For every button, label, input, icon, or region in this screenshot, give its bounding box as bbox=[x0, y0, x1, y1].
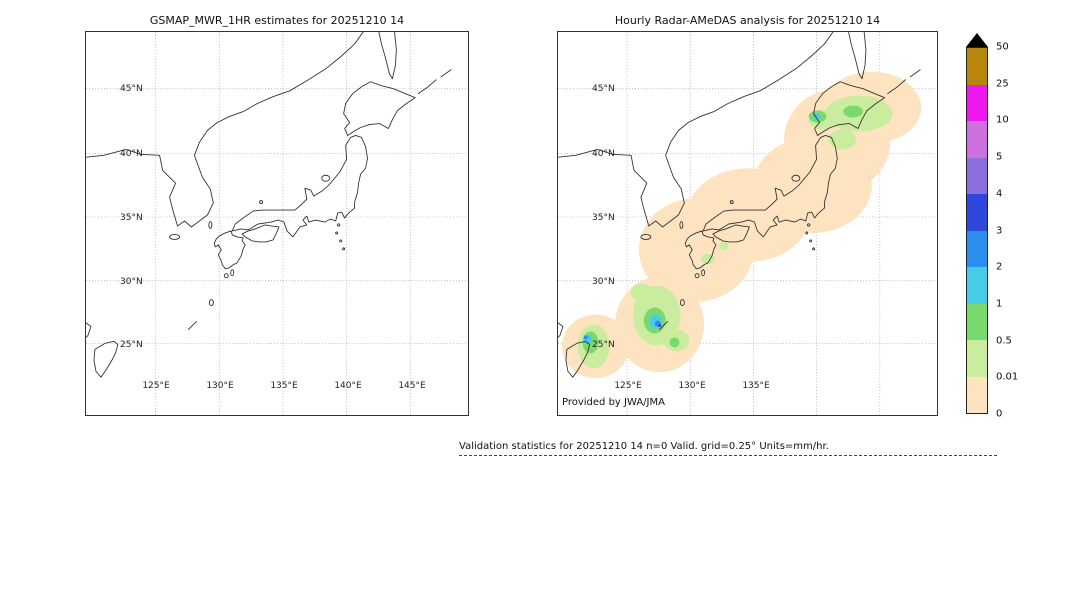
radar-map-svg bbox=[558, 32, 937, 415]
tick-lat-25n: 25°N bbox=[120, 340, 143, 350]
gsmap-map-svg bbox=[86, 32, 468, 415]
colorbar-label: 10 bbox=[996, 114, 1009, 126]
colorbar-segment bbox=[967, 267, 987, 304]
colorbar-segment bbox=[967, 303, 987, 340]
tick-lat-30n: 30°N bbox=[120, 277, 143, 287]
tick-lat-45n: 45°N bbox=[592, 84, 615, 94]
validation-caption: Validation statistics for 20251210 14 n=… bbox=[459, 441, 997, 456]
colorbar-segment bbox=[967, 230, 987, 267]
colorbar-segments bbox=[966, 47, 988, 414]
colorbar-label: 0.5 bbox=[996, 335, 1012, 347]
tick-lat-25n: 25°N bbox=[592, 340, 615, 350]
tick-lat-40n: 40°N bbox=[592, 149, 615, 159]
gsmap-map-panel: 45°N 40°N 35°N 30°N 25°N 125°E 130°E 135… bbox=[85, 31, 469, 416]
tick-lon-135e: 135°E bbox=[742, 381, 770, 391]
colorbar-label: 0.01 bbox=[996, 371, 1019, 383]
tick-lat-35n: 35°N bbox=[120, 213, 143, 223]
tick-lon-125e: 125°E bbox=[614, 381, 642, 391]
tick-lon-135e: 135°E bbox=[270, 381, 298, 391]
colorbar-segment bbox=[967, 340, 987, 377]
tick-lat-30n: 30°N bbox=[592, 277, 615, 287]
colorbar-labels: 50 25 10 5 4 3 2 1 0.5 0.01 0 bbox=[996, 42, 1036, 420]
graticule bbox=[86, 32, 468, 415]
colorbar-label: 0 bbox=[996, 408, 1003, 420]
colorbar-segment bbox=[967, 157, 987, 194]
tick-lat-40n: 40°N bbox=[120, 149, 143, 159]
tick-lon-130e: 130°E bbox=[206, 381, 234, 391]
colorbar-segment bbox=[967, 194, 987, 231]
tick-lat-45n: 45°N bbox=[120, 84, 143, 94]
colorbar-label: 1 bbox=[996, 298, 1003, 310]
colorbar-label: 4 bbox=[996, 188, 1003, 200]
data-credit: Provided by JWA/JMA bbox=[562, 397, 665, 408]
tick-lat-35n: 35°N bbox=[592, 213, 615, 223]
tick-lon-145e: 145°E bbox=[398, 381, 426, 391]
tick-lon-140e: 140°E bbox=[334, 381, 362, 391]
tick-lon-125e: 125°E bbox=[142, 381, 170, 391]
colorbar-segment bbox=[967, 121, 987, 158]
colorbar-label: 25 bbox=[996, 78, 1009, 90]
right-panel-title: Hourly Radar-AMeDAS analysis for 2025121… bbox=[614, 14, 881, 27]
left-panel-title: GSMAP_MWR_1HR estimates for 20251210 14 bbox=[149, 14, 405, 27]
colorbar: 50 25 10 5 4 3 2 1 0.5 0.01 0 bbox=[966, 33, 1038, 425]
colorbar-label: 50 bbox=[996, 41, 1009, 53]
colorbar-label: 2 bbox=[996, 261, 1003, 273]
colorbar-segment bbox=[967, 376, 987, 413]
colorbar-segment bbox=[967, 48, 987, 85]
colorbar-segment bbox=[967, 84, 987, 121]
radar-map-panel: 45°N 40°N 35°N 30°N 25°N 125°E 130°E 135… bbox=[557, 31, 938, 416]
colorbar-label: 3 bbox=[996, 225, 1003, 236]
tick-lon-130e: 130°E bbox=[678, 381, 706, 391]
precipitation-overlay bbox=[561, 71, 922, 379]
colorbar-label: 5 bbox=[996, 151, 1003, 163]
colorbar-overflow-triangle-icon bbox=[966, 33, 988, 47]
